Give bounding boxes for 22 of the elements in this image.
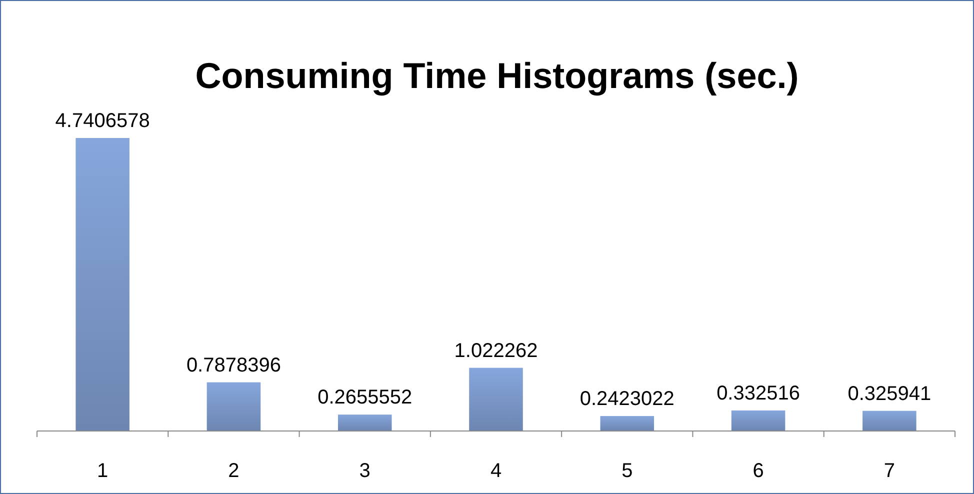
- x-tick-label: 2: [228, 460, 240, 482]
- bar: [469, 368, 523, 431]
- x-tick-label: 6: [752, 460, 764, 482]
- bar: [206, 382, 261, 431]
- data-label: 0.7878396: [186, 354, 281, 376]
- x-tick-label: 3: [359, 460, 370, 482]
- bar: [731, 410, 786, 431]
- bar: [338, 414, 392, 431]
- data-label: 0.332516: [716, 382, 800, 404]
- data-label: 0.325941: [848, 382, 932, 405]
- data-label: 1.022262: [454, 340, 538, 362]
- x-tick-label: 1: [97, 460, 108, 482]
- x-tick-label: 4: [490, 460, 502, 482]
- bar: [76, 138, 130, 431]
- bar: [600, 416, 654, 431]
- x-tick-label: 5: [622, 460, 633, 482]
- data-label: 0.2655552: [318, 386, 412, 409]
- data-label: 0.2423022: [580, 388, 674, 410]
- data-label: 4.7406578: [55, 110, 150, 132]
- chart-title: Consuming Time Histograms (sec.): [195, 55, 799, 96]
- x-tick-label: 7: [884, 460, 895, 482]
- bar: [862, 410, 916, 431]
